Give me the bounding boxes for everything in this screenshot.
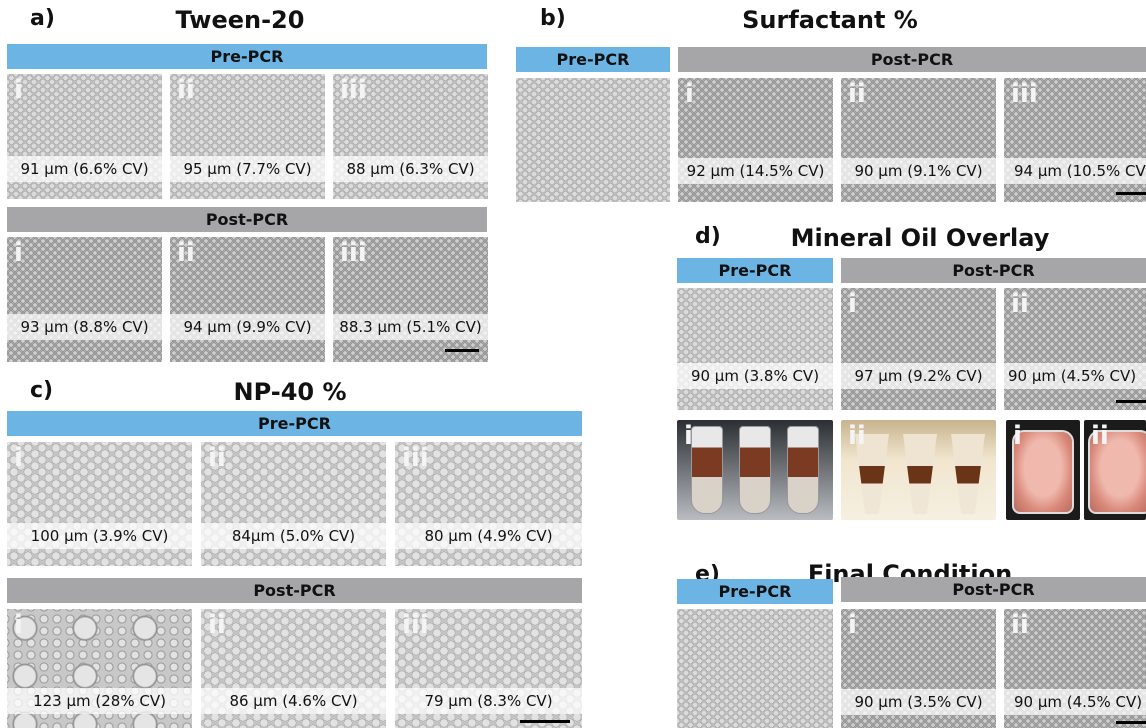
- image-caption: 86 µm (4.6% CV): [201, 688, 386, 714]
- panel-c-title: NP-40 %: [233, 378, 347, 406]
- panel-a-title: Tween-20: [175, 6, 305, 34]
- panel-b-title: Surfactant %: [742, 6, 918, 34]
- panel-c-pre-image-3: iii 80 µm (4.9% CV): [395, 442, 582, 566]
- image-numeral: iii: [1011, 79, 1038, 109]
- tube-shape: [951, 434, 985, 514]
- panel-a-label: a): [30, 6, 55, 31]
- panel-c-pre-image-2: ii 84µm (5.0% CV): [201, 442, 386, 566]
- panel-d-title: Mineral Oil Overlay: [790, 224, 1050, 252]
- panel-d-photo-tubes-2: ii: [841, 420, 996, 520]
- scale-bar: [1116, 192, 1146, 195]
- panel-d-post-bar: Post-PCR: [841, 258, 1146, 283]
- panel-d-photo-tubes-1: i: [677, 420, 833, 520]
- image-numeral: i: [14, 610, 23, 640]
- tube-shape: [787, 426, 819, 514]
- panel-a-pre-bar: Pre-PCR: [7, 44, 487, 69]
- tube-shape: [691, 426, 723, 514]
- image-caption: 91 µm (6.6% CV): [7, 156, 162, 182]
- tube-shape: [903, 434, 937, 514]
- panel-b-pre-bar: Pre-PCR: [516, 47, 670, 72]
- image-numeral: ii: [208, 610, 226, 640]
- image-caption: 94 µm (10.5% CV): [1004, 158, 1146, 184]
- panel-e-post-image-1: i 90 µm (3.5% CV): [841, 609, 996, 728]
- image-numeral: ii: [1091, 421, 1109, 451]
- image-numeral: iii: [402, 443, 429, 473]
- scale-bar: [1116, 721, 1146, 724]
- image-caption: 88.3 µm (5.1% CV): [333, 314, 488, 340]
- image-numeral: i: [684, 421, 693, 451]
- image-caption: 88 µm (6.3% CV): [333, 156, 488, 182]
- panel-c-post-image-3: iii 79 µm (8.3% CV): [395, 609, 582, 728]
- image-numeral: i: [848, 610, 857, 640]
- panel-a-post-bar: Post-PCR: [7, 207, 487, 232]
- panel-c-post-bar: Post-PCR: [7, 578, 582, 603]
- panel-b-pre-image: [516, 78, 670, 202]
- panel-d-photo-beaker-1: i: [1006, 420, 1080, 520]
- panel-d-pre-bar: Pre-PCR: [677, 258, 833, 283]
- scale-bar: [445, 349, 479, 352]
- image-caption: 123 µm (28% CV): [7, 688, 192, 714]
- image-numeral: iii: [402, 610, 429, 640]
- image-numeral: ii: [208, 443, 226, 473]
- image-caption: 80 µm (4.9% CV): [395, 523, 582, 549]
- image-numeral: i: [14, 238, 23, 268]
- image-numeral: ii: [177, 75, 195, 105]
- image-numeral: ii: [1011, 289, 1029, 319]
- panel-e-post-image-2: ii 90 µm (4.5% CV): [1004, 609, 1146, 728]
- image-caption: 92 µm (14.5% CV): [678, 158, 833, 184]
- panel-a-pre-image-3: iii 88 µm (6.3% CV): [333, 74, 488, 199]
- image-caption: 95 µm (7.7% CV): [170, 156, 325, 182]
- image-caption: 90 µm (4.5% CV): [1004, 689, 1146, 715]
- panel-b-post-image-2: ii 90 µm (9.1% CV): [841, 78, 996, 202]
- panel-d-post-image-2: ii 90 µm (4.5% CV): [1004, 288, 1146, 410]
- image-numeral: i: [685, 79, 694, 109]
- image-numeral: ii: [1011, 610, 1029, 640]
- beaker-shape: [1012, 430, 1074, 514]
- tube-shape: [739, 426, 771, 514]
- image-caption: 93 µm (8.8% CV): [7, 314, 162, 340]
- image-numeral: i: [1013, 421, 1022, 451]
- image-numeral: i: [14, 75, 23, 105]
- panel-b-label: b): [540, 6, 566, 31]
- panel-e-post-bar: Post-PCR: [841, 577, 1146, 602]
- image-numeral: i: [14, 443, 23, 473]
- image-caption: 90 µm (3.8% CV): [677, 363, 833, 389]
- image-numeral: i: [848, 289, 857, 319]
- panel-c-post-image-1: i 123 µm (28% CV): [7, 609, 192, 728]
- panel-a-post-image-2: ii 94 µm (9.9% CV): [170, 237, 325, 362]
- image-caption: 90 µm (4.5% CV): [1004, 363, 1146, 389]
- panel-a-pre-image-2: ii 95 µm (7.7% CV): [170, 74, 325, 199]
- panel-c-pre-image-1: i 100 µm (3.9% CV): [7, 442, 192, 566]
- panel-b-post-image-1: i 92 µm (14.5% CV): [678, 78, 833, 202]
- panel-e-pre-image: [677, 609, 833, 728]
- image-caption: 84µm (5.0% CV): [201, 523, 386, 549]
- panel-e-pre-bar: Pre-PCR: [677, 579, 833, 604]
- panel-d-post-image-1: i 97 µm (9.2% CV): [841, 288, 996, 410]
- scale-bar: [520, 720, 570, 723]
- image-numeral: ii: [177, 238, 195, 268]
- image-numeral: iii: [340, 75, 367, 105]
- panel-a-post-image-3: iii 88.3 µm (5.1% CV): [333, 237, 488, 362]
- image-numeral: ii: [848, 421, 866, 451]
- image-numeral: ii: [848, 79, 866, 109]
- panel-d-pre-image: 90 µm (3.8% CV): [677, 288, 833, 410]
- scale-bar: [1116, 400, 1146, 403]
- image-caption: 90 µm (3.5% CV): [841, 689, 996, 715]
- image-caption: 100 µm (3.9% CV): [7, 523, 192, 549]
- panel-d-label: d): [695, 224, 721, 249]
- panel-a-post-image-1: i 93 µm (8.8% CV): [7, 237, 162, 362]
- image-caption: 97 µm (9.2% CV): [841, 363, 996, 389]
- panel-b-post-bar: Post-PCR: [678, 47, 1146, 72]
- panel-c-post-image-2: ii 86 µm (4.6% CV): [201, 609, 386, 728]
- panel-d-photo-beaker-2: ii: [1084, 420, 1146, 520]
- image-caption: 79 µm (8.3% CV): [395, 688, 582, 714]
- panel-c-pre-bar: Pre-PCR: [7, 411, 582, 436]
- panel-c-label: c): [30, 378, 54, 403]
- beaker-shape: [1088, 430, 1146, 514]
- image-numeral: iii: [340, 238, 367, 268]
- image-caption: 94 µm (9.9% CV): [170, 314, 325, 340]
- panel-b-post-image-3: iii 94 µm (10.5% CV): [1004, 78, 1146, 202]
- image-caption: 90 µm (9.1% CV): [841, 158, 996, 184]
- panel-a-pre-image-1: i 91 µm (6.6% CV): [7, 74, 162, 199]
